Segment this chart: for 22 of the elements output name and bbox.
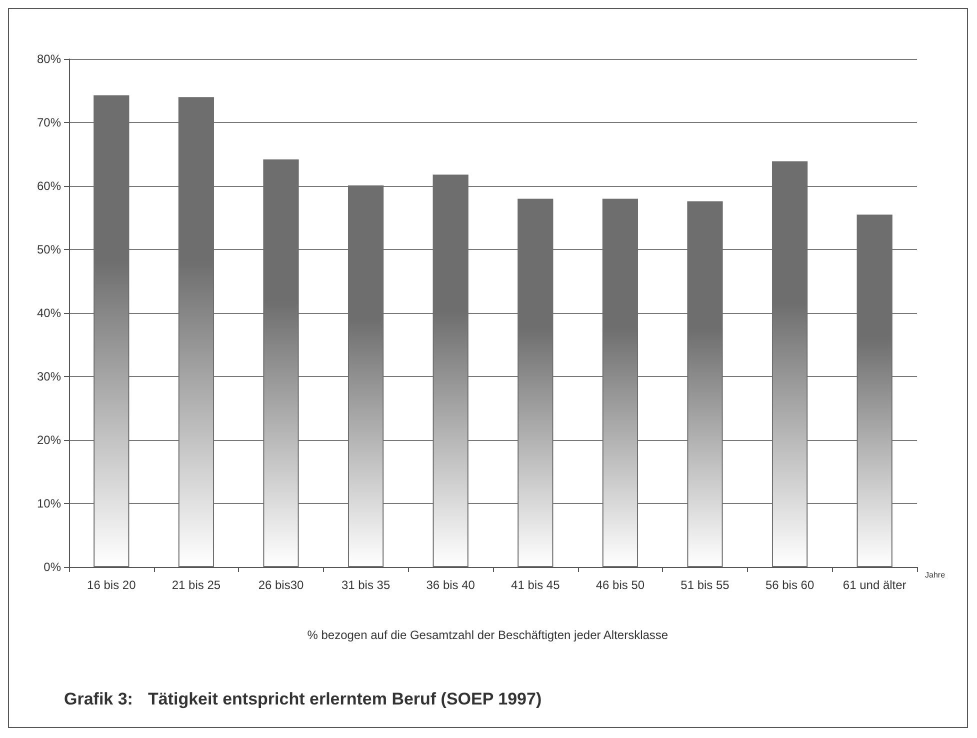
y-tick-label: 50%	[36, 242, 62, 256]
y-tick-label: 70%	[36, 116, 62, 130]
x-tick-label: 16 bis 20	[87, 578, 136, 592]
x-tick-label: 41 bis 45	[511, 578, 560, 592]
x-tick-label: 36 bis 40	[426, 578, 476, 592]
x-tick-label: 51 bis 55	[680, 578, 730, 592]
x-tick-label: 46 bis 50	[596, 578, 645, 592]
y-tick-label: 0%	[44, 560, 62, 574]
y-tick-label: 20%	[36, 433, 62, 447]
x-tick-label: 61 und älter	[842, 578, 906, 592]
y-tick-label: 80%	[36, 52, 62, 66]
y-tick-label: 60%	[36, 179, 62, 193]
y-tick-label: 10%	[36, 496, 62, 510]
text: Grafik 3: Tätigkeit entspricht erlerntem Beruf (SOEP 1997)	[64, 690, 542, 708]
x-tick-label: 26 bis30	[258, 578, 304, 592]
x-tick-label: 56 bis 60	[765, 578, 814, 592]
x-tick-label: 21 bis 25	[172, 578, 221, 592]
x-tick-label: 31 bis 35	[341, 578, 390, 592]
x-axis-title: Jahre	[925, 570, 946, 580]
y-tick-label: 40%	[36, 306, 62, 320]
y-tick-label: 30%	[36, 370, 62, 384]
text: % bezogen auf die Gesamtzahl der Beschäftigten jeder Altersklasse	[307, 628, 668, 642]
